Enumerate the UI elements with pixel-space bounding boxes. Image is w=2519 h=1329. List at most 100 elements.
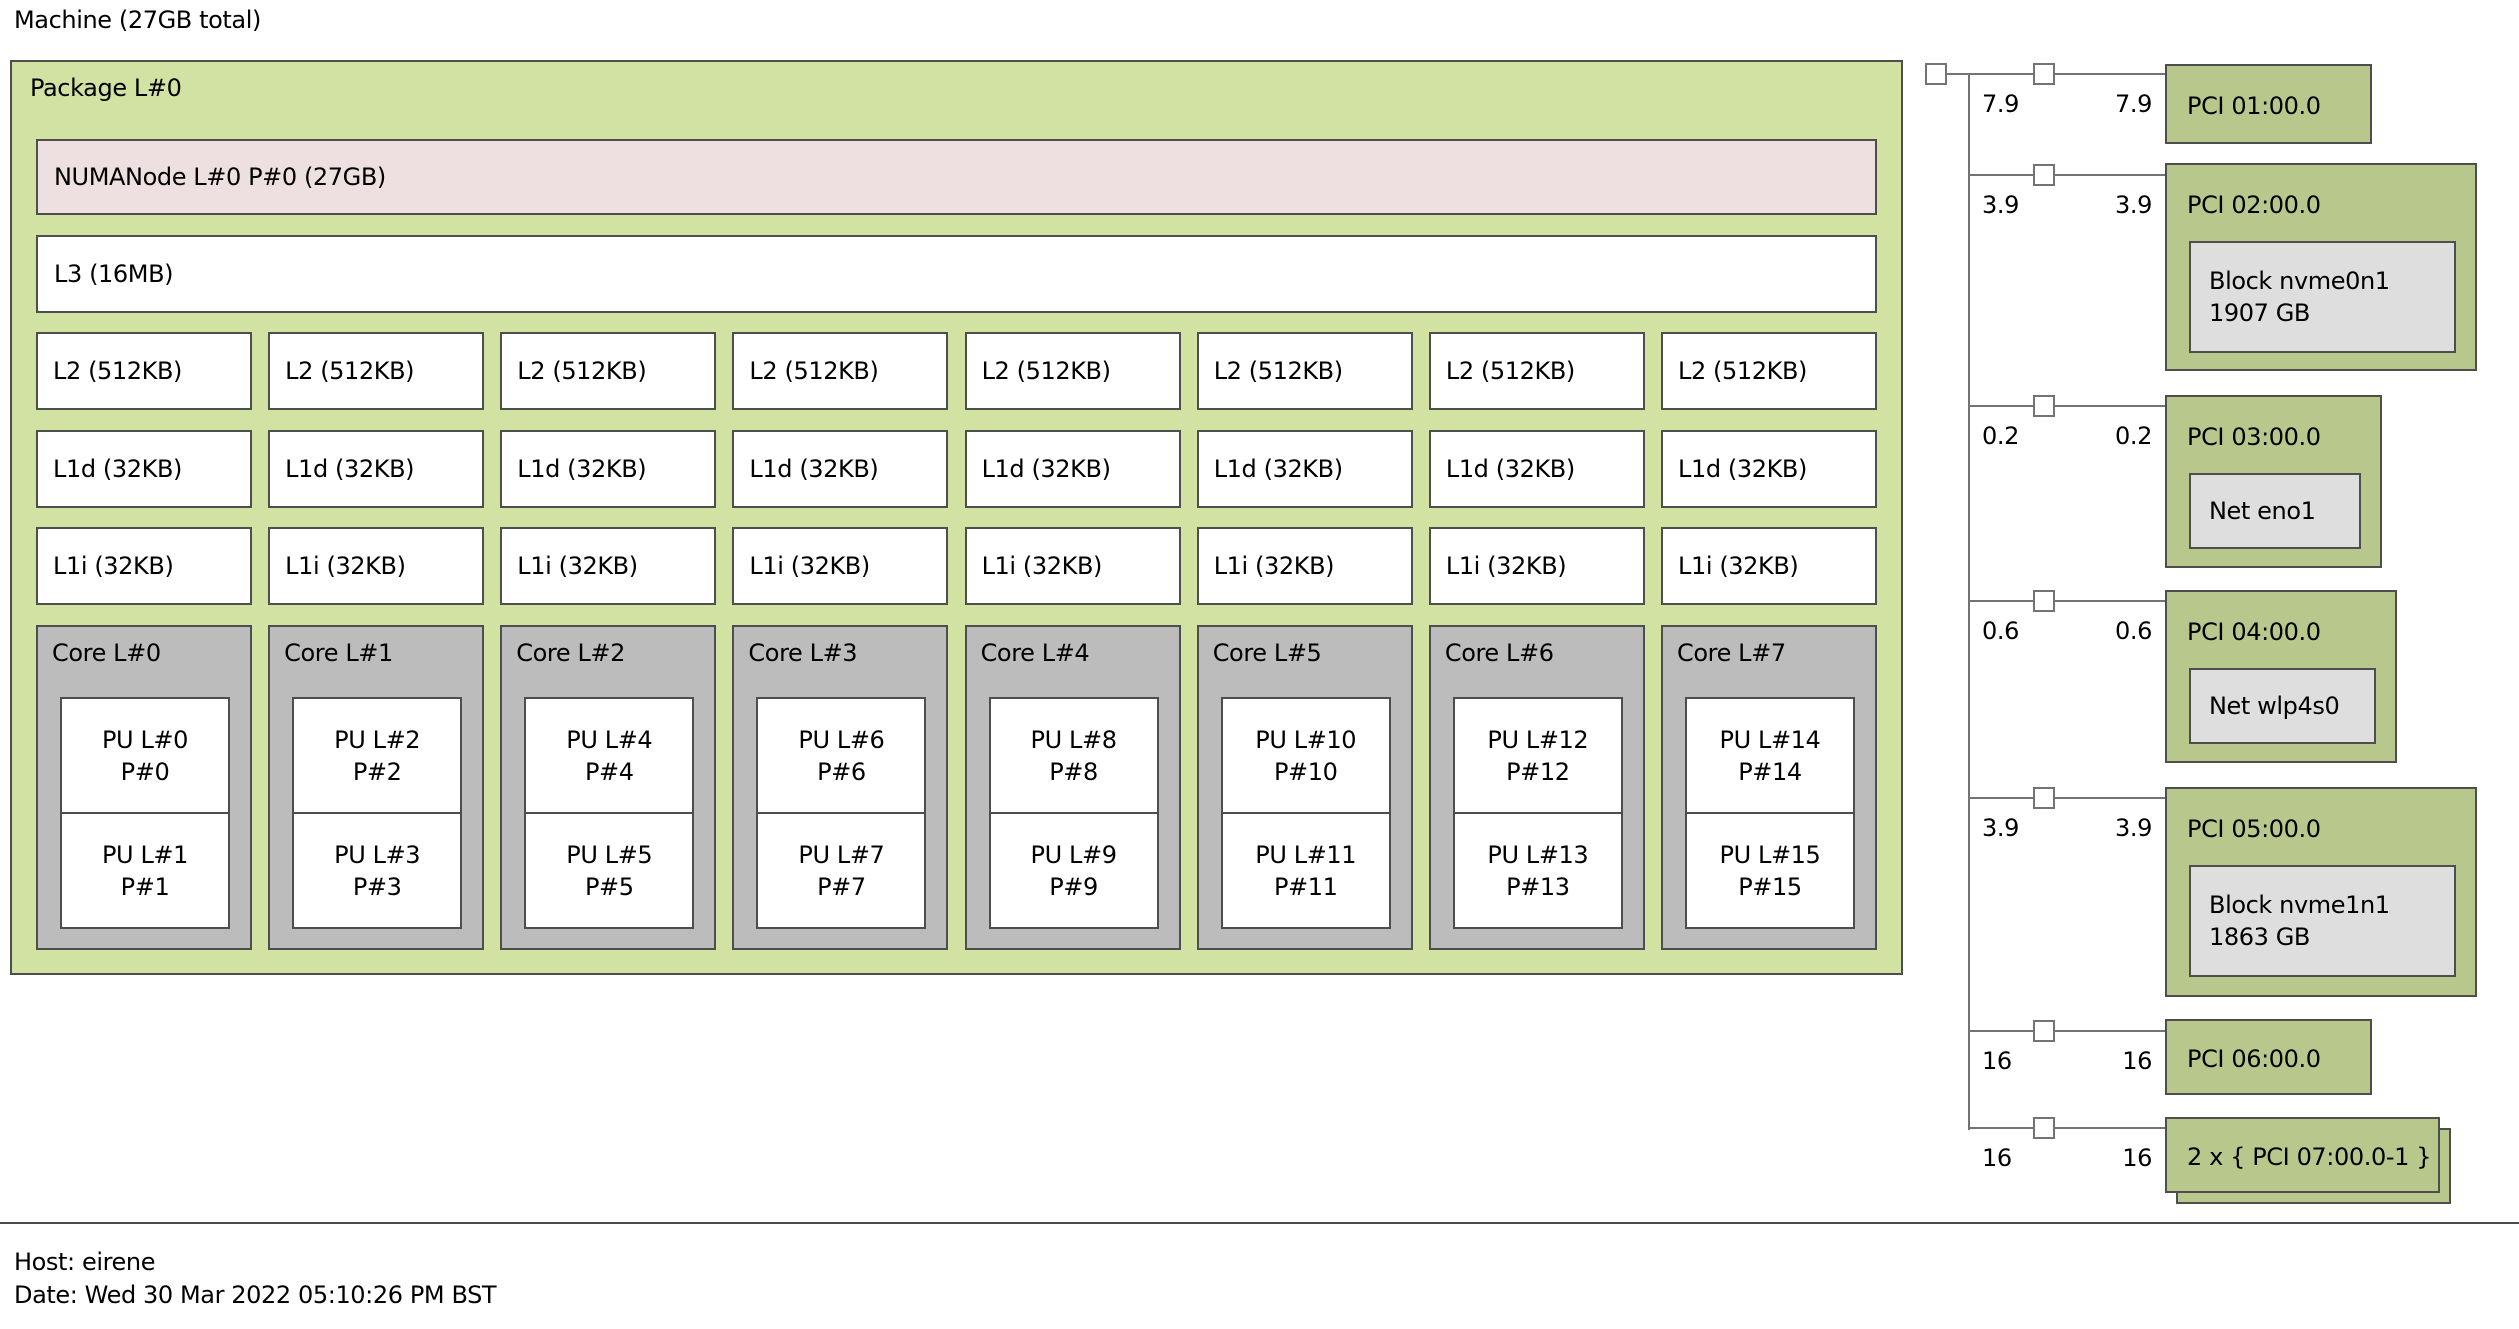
pu-label: P#14 [1738, 757, 1802, 786]
core-row: Core L#0 PU L#0 P#0 PU L#1 P#1 Core L#1 PU L#2… [36, 625, 1877, 950]
numanode-box: NUMANode L#0 P#0 (27GB) [36, 139, 1877, 215]
pu-label: P#11 [1273, 872, 1338, 901]
l1i-cache-label: L1i (32KB) [517, 552, 638, 580]
core-box-0: Core L#0 PU L#0 P#0 PU L#1 P#1 [36, 625, 252, 950]
l2-cache-label: L2 (512KB) [981, 357, 1111, 385]
pu-label: PU L#4 [566, 725, 653, 754]
pci-link-line-1 [1968, 174, 2165, 176]
pu-label: P#1 [120, 872, 170, 901]
pci-link-line-4 [1968, 797, 2165, 799]
core-box-7: Core L#7 PU L#14 P#14 PU L#15 P#15 [1660, 625, 1877, 950]
l2-cache-box-5: L2 (512KB) [1196, 332, 1413, 410]
pu-label: P#9 [1049, 872, 1098, 901]
pci-box-label: PCI 03:00.0 [2187, 423, 2321, 451]
l2-cache-label: L2 (512KB) [1213, 357, 1343, 385]
pu-label: PU L#3 [334, 840, 421, 869]
l3-cache-box: L3 (16MB) [36, 235, 1877, 313]
pu-box-0-0: PU L#0 P#0 [60, 697, 230, 814]
l1i-cache-label: L1i (32KB) [1213, 552, 1335, 580]
bridge-square-2 [2033, 395, 2055, 417]
bridge-square-5 [2033, 1020, 2055, 1042]
pu-box-6-1: PU L#13 P#13 [1452, 812, 1623, 929]
pu-box-3-0: PU L#6 P#6 [756, 697, 927, 814]
pu-label: P#13 [1506, 872, 1570, 901]
link-speed-right-2: 0.2 [2115, 422, 2152, 450]
pci-box-label: PCI 02:00.0 [2187, 191, 2321, 219]
link-speed-left-1: 3.9 [1982, 191, 2019, 219]
pci-link-line-5 [1968, 1030, 2165, 1032]
link-speed-right-0: 7.9 [2115, 90, 2152, 118]
pu-label: P#3 [352, 872, 402, 901]
pci-box-4: PCI 05:00.0 Block nvme1n1 1863 GB [2165, 787, 2477, 997]
core-box-4: Core L#4 PU L#8 P#8 PU L#9 P#9 [964, 625, 1181, 950]
pci-box-label: 2 x { PCI 07:00.0-1 } [2187, 1143, 2432, 1171]
pci-link-line-2 [1968, 405, 2165, 407]
l2-cache-label: L2 (512KB) [1445, 357, 1575, 385]
pci-box-2: PCI 03:00.0 Net eno1 [2165, 395, 2382, 568]
pu-box-3-1: PU L#7 P#7 [756, 812, 927, 929]
legend: Host: eirene Date: Wed 30 Mar 2022 05:10… [14, 1246, 497, 1312]
pu-box-5-0: PU L#10 P#10 [1220, 697, 1391, 814]
l1i-cache-label: L1i (32KB) [285, 552, 406, 580]
core-box-1: Core L#1 PU L#2 P#2 PU L#3 P#3 [268, 625, 485, 950]
pci-box-3: PCI 04:00.0 Net wlp4s0 [2165, 590, 2397, 763]
pci-box-6: 2 x { PCI 07:00.0-1 } [2165, 1117, 2440, 1193]
core-box-6: Core L#6 PU L#12 P#12 PU L#13 P#13 [1428, 625, 1645, 950]
pci-link-line-6 [1968, 1127, 2165, 1129]
l1d-cache-label: L1d (32KB) [1213, 455, 1343, 483]
os-device-label: 1863 GB [2209, 923, 2310, 951]
pu-box-2-1: PU L#5 P#5 [524, 812, 695, 929]
os-device-box-1: Block nvme0n1 1907 GB [2189, 241, 2456, 353]
pu-label: PU L#10 [1255, 725, 1357, 754]
hostbridge-square [1925, 63, 1947, 85]
pu-label: PU L#8 [1030, 725, 1117, 754]
l1d-cache-box-0: L1d (32KB) [36, 430, 252, 508]
l1i-row: L1i (32KB) L1i (32KB) L1i (32KB) L1i (32KB)… [36, 527, 1877, 605]
pci-link-line-0 [1947, 73, 2165, 75]
os-device-label: Net eno1 [2209, 497, 2316, 525]
pu-label: PU L#5 [566, 840, 653, 869]
l1i-cache-label: L1i (32KB) [981, 552, 1103, 580]
link-speed-left-3: 0.6 [1982, 617, 2019, 645]
link-speed-right-6: 16 [2122, 1144, 2152, 1172]
core-box-3: Core L#3 PU L#6 P#6 PU L#7 P#7 [732, 625, 949, 950]
l2-cache-box-6: L2 (512KB) [1428, 332, 1645, 410]
pu-box-7-0: PU L#14 P#14 [1684, 697, 1855, 814]
bridge-square-3 [2033, 590, 2055, 612]
pu-label: P#2 [352, 757, 402, 786]
pu-box-7-1: PU L#15 P#15 [1684, 812, 1855, 929]
legend-separator [0, 1222, 2519, 1224]
l1i-cache-box-1: L1i (32KB) [268, 527, 485, 605]
l2-cache-box-1: L2 (512KB) [268, 332, 485, 410]
machine-title: Machine (27GB total) [14, 6, 261, 34]
link-speed-right-5: 16 [2122, 1047, 2152, 1075]
l1i-cache-box-6: L1i (32KB) [1428, 527, 1645, 605]
pu-label: P#12 [1506, 757, 1570, 786]
pu-box-4-0: PU L#8 P#8 [988, 697, 1159, 814]
pu-label: P#7 [817, 872, 866, 901]
os-device-box-3: Net wlp4s0 [2189, 668, 2376, 744]
pci-box-0: PCI 01:00.0 [2165, 64, 2372, 144]
os-device-label: 1907 GB [2209, 299, 2310, 327]
l1i-cache-label: L1i (32KB) [1445, 552, 1567, 580]
pci-box-label: PCI 05:00.0 [2187, 815, 2321, 843]
pu-box-4-1: PU L#9 P#9 [988, 812, 1159, 929]
l1d-cache-box-3: L1d (32KB) [732, 430, 949, 508]
l1i-cache-box-5: L1i (32KB) [1196, 527, 1413, 605]
l1d-cache-label: L1d (32KB) [1445, 455, 1575, 483]
l1i-cache-box-7: L1i (32KB) [1660, 527, 1877, 605]
pci-box-label: PCI 04:00.0 [2187, 618, 2321, 646]
core-label: Core L#7 [1676, 639, 1786, 667]
l1d-cache-label: L1d (32KB) [285, 455, 415, 483]
bridge-square-0 [2033, 63, 2055, 85]
pu-label: PU L#13 [1487, 840, 1589, 869]
bridge-square-6 [2033, 1117, 2055, 1139]
os-device-label: Block nvme0n1 [2209, 267, 2390, 295]
legend-date: Date: Wed 30 Mar 2022 05:10:26 PM BST [14, 1281, 497, 1309]
pu-label: PU L#14 [1719, 725, 1821, 754]
l1i-cache-box-2: L1i (32KB) [500, 527, 717, 605]
pci-box-label: PCI 06:00.0 [2187, 1045, 2321, 1073]
pu-box-1-1: PU L#3 P#3 [292, 812, 463, 929]
l2-cache-box-3: L2 (512KB) [732, 332, 949, 410]
link-speed-left-0: 7.9 [1982, 90, 2019, 118]
